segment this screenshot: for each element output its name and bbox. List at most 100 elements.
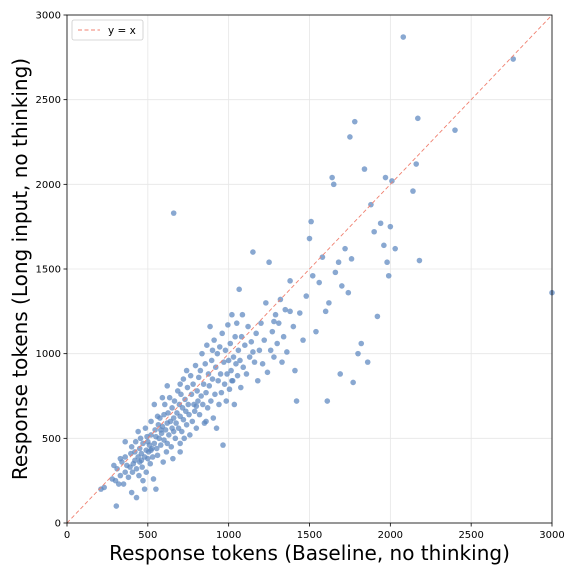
data-point <box>322 308 329 315</box>
data-point <box>382 174 389 181</box>
data-point <box>166 432 172 438</box>
data-point <box>416 257 423 264</box>
data-point <box>203 418 209 425</box>
data-point <box>245 323 251 330</box>
data-point <box>157 427 164 433</box>
data-point <box>152 427 158 433</box>
data-point <box>242 342 248 349</box>
data-point <box>293 398 300 404</box>
data-point <box>204 405 211 411</box>
data-point <box>230 354 237 360</box>
data-point <box>147 460 154 467</box>
data-point <box>197 367 204 374</box>
data-point <box>180 376 187 382</box>
data-point <box>342 245 348 252</box>
data-point <box>271 318 277 325</box>
y-tick-label: 1000 <box>36 349 61 360</box>
data-point <box>166 394 173 401</box>
data-point <box>392 245 398 252</box>
data-point <box>400 34 407 40</box>
data-point <box>117 472 124 479</box>
x-tick-label: 0 <box>64 530 70 541</box>
data-point <box>269 328 276 335</box>
legend: y = x <box>71 19 144 41</box>
data-point <box>224 371 230 377</box>
data-point <box>236 286 242 293</box>
data-point <box>254 377 261 384</box>
data-point <box>348 256 355 262</box>
data-point <box>233 320 240 326</box>
data-point <box>385 272 392 279</box>
data-point <box>205 371 212 377</box>
legend-label: y = x <box>108 25 136 37</box>
data-point <box>143 469 150 476</box>
data-point <box>187 372 194 379</box>
data-point <box>303 293 310 299</box>
data-point <box>122 454 128 460</box>
data-point <box>150 476 157 482</box>
data-point <box>284 349 290 355</box>
data-point <box>211 337 217 343</box>
y-tick-label: 1500 <box>36 265 61 276</box>
data-point <box>177 381 183 387</box>
data-point <box>153 486 159 492</box>
data-point <box>221 381 228 387</box>
data-point <box>313 328 319 335</box>
data-point <box>330 181 337 188</box>
data-point <box>164 383 171 389</box>
data-point <box>329 174 335 181</box>
data-point <box>202 361 209 367</box>
data-point <box>177 440 183 447</box>
data-point <box>381 242 387 249</box>
data-point <box>384 259 390 266</box>
data-point <box>191 408 198 415</box>
data-point <box>187 432 193 438</box>
data-point <box>136 445 143 452</box>
data-point <box>190 381 196 387</box>
data-point <box>319 254 326 260</box>
data-point <box>196 411 203 418</box>
data-point <box>141 486 148 492</box>
data-point <box>181 435 188 442</box>
data-point <box>162 427 169 433</box>
data-point <box>212 391 218 398</box>
data-point <box>183 367 190 374</box>
data-point <box>214 350 221 357</box>
data-point <box>189 418 196 425</box>
data-point <box>173 420 179 426</box>
x-tick-label: 1000 <box>216 530 241 541</box>
data-point <box>300 337 306 343</box>
data-point <box>153 445 160 452</box>
data-point <box>208 357 215 364</box>
data-point <box>272 311 279 318</box>
data-point <box>287 308 293 315</box>
data-point <box>387 223 394 230</box>
data-point <box>169 405 175 411</box>
data-point <box>324 398 331 404</box>
data-point <box>228 367 234 374</box>
data-point <box>149 454 156 460</box>
x-axis-label: Response tokens (Baseline, no thinking) <box>109 541 510 565</box>
data-point <box>117 455 124 462</box>
y-tick-label: 500 <box>42 434 61 445</box>
data-point <box>206 383 213 389</box>
data-point <box>204 342 210 349</box>
data-point <box>220 442 226 448</box>
data-point <box>114 466 120 472</box>
data-point <box>215 377 221 384</box>
data-point <box>113 503 120 509</box>
data-point <box>136 472 142 479</box>
data-point <box>154 452 161 459</box>
data-point <box>415 115 421 122</box>
data-point <box>347 134 353 140</box>
data-point <box>185 401 192 408</box>
data-point <box>374 313 381 320</box>
data-point <box>151 401 158 408</box>
data-point <box>186 411 192 418</box>
data-point <box>275 320 282 326</box>
data-point <box>164 440 171 447</box>
data-point <box>170 428 177 435</box>
data-point <box>250 349 256 355</box>
data-point <box>162 401 168 408</box>
data-point <box>151 440 158 447</box>
